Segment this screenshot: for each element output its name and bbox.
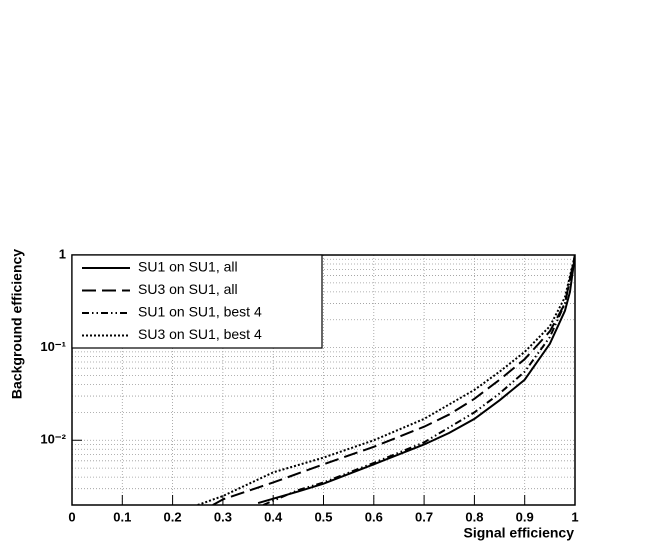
- legend-label: SU3 on SU1, best 4: [138, 326, 262, 342]
- y-tick-label: 10⁻¹: [40, 339, 66, 354]
- x-tick-label: 1: [571, 509, 578, 524]
- series-line: [257, 255, 575, 505]
- plot-area: [197, 255, 575, 505]
- x-tick-label: 0: [68, 509, 75, 524]
- x-tick-label: 0.1: [113, 509, 131, 524]
- y-tick-label: 1: [59, 246, 66, 261]
- x-tick-label: 0.7: [415, 509, 433, 524]
- y-axis-label: Background efficiency: [9, 249, 25, 399]
- series-line: [262, 255, 575, 505]
- series-line: [212, 255, 575, 505]
- x-tick-label: 0.6: [365, 509, 383, 524]
- plot-frame: [71, 254, 576, 506]
- legend-box: [71, 254, 323, 349]
- legend-label: SU1 on SU1, best 4: [138, 304, 262, 320]
- x-tick-label: 0.9: [516, 509, 534, 524]
- legend-label: SU1 on SU1, all: [138, 259, 238, 275]
- x-tick-label: 0.5: [314, 509, 332, 524]
- series-line: [197, 255, 575, 505]
- x-tick-label: 0.3: [214, 509, 232, 524]
- y-tick-label: 10⁻²: [40, 432, 66, 447]
- x-tick-label: 0.4: [264, 509, 283, 524]
- x-tick-label: 0.2: [164, 509, 182, 524]
- x-axis-label: Signal efficiency: [464, 525, 575, 541]
- legend-label: SU3 on SU1, all: [138, 281, 238, 297]
- x-tick-label: 0.8: [465, 509, 483, 524]
